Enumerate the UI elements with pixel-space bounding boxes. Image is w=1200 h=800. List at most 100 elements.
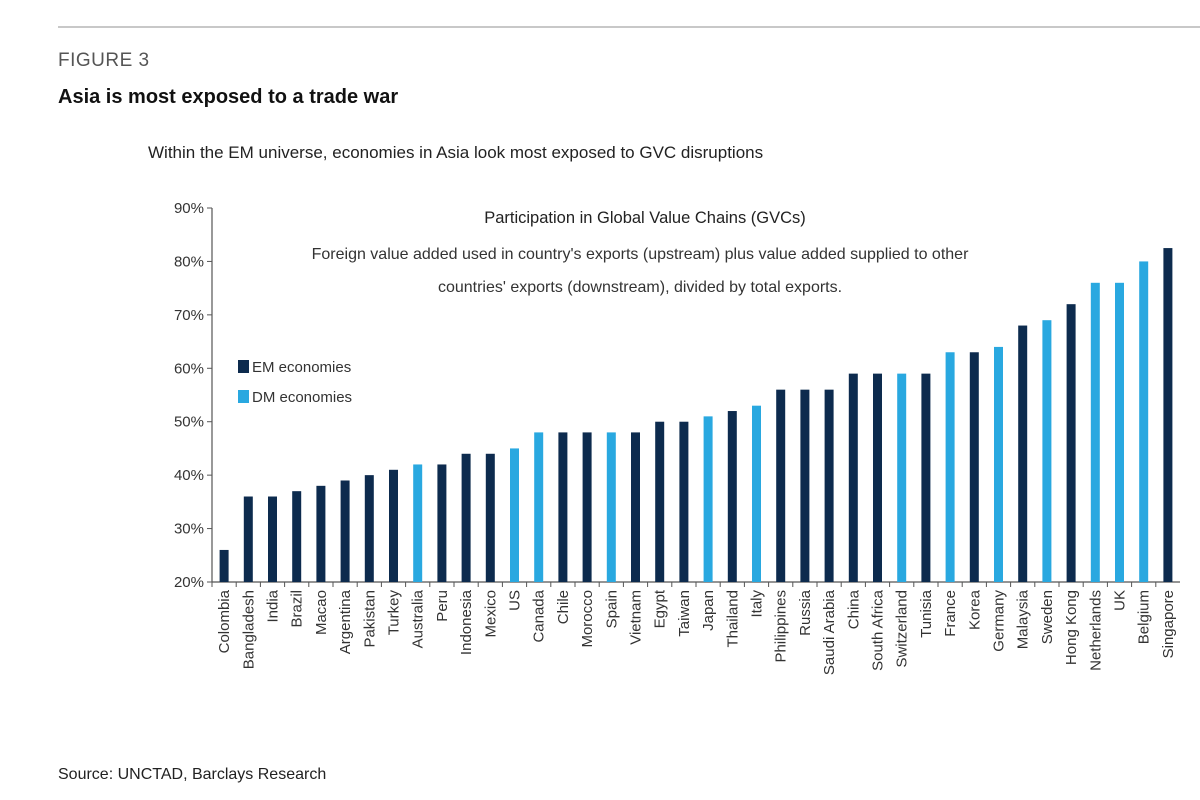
bar-thailand <box>727 411 737 582</box>
x-tick-label: China <box>845 589 862 629</box>
x-tick-label: Malaysia <box>1015 589 1032 649</box>
bar-indonesia <box>461 453 471 582</box>
x-tick-label: Australia <box>410 589 427 648</box>
bar-netherlands <box>1090 282 1100 582</box>
bar-taiwan <box>679 421 689 582</box>
legend-label-em: EM economies <box>252 359 351 376</box>
x-tick-label: Spain <box>603 590 620 628</box>
chart-subtitle-line-1: Foreign value added used in country's ex… <box>312 246 969 263</box>
bar-saudi-arabia <box>824 389 834 582</box>
x-tick-label: France <box>942 590 959 637</box>
figure-title: Asia is most exposed to a trade war <box>58 86 399 108</box>
bar-macao <box>316 485 326 582</box>
bar-russia <box>800 389 810 582</box>
x-tick-label: Singapore <box>1160 590 1177 658</box>
bar-australia <box>413 464 423 582</box>
bar-belgium <box>1139 261 1149 582</box>
bar-sweden <box>1042 320 1052 582</box>
x-tick-label: Germany <box>991 590 1008 652</box>
bar-argentina <box>340 480 350 582</box>
y-tick-label: 90% <box>174 200 204 217</box>
legend-label-dm: DM economies <box>252 389 352 406</box>
bar-spain <box>606 432 616 582</box>
y-tick-label: 20% <box>174 574 204 591</box>
x-tick-label: Saudi Arabia <box>821 589 838 675</box>
x-tick-label: Italy <box>749 590 766 618</box>
x-tick-label: Peru <box>434 590 451 622</box>
x-tick-label: Indonesia <box>458 589 475 655</box>
x-tick-label: Japan <box>700 590 717 631</box>
bar-malaysia <box>1018 325 1028 582</box>
x-tick-label: Vietnam <box>628 590 645 645</box>
bar-brazil <box>292 491 302 582</box>
x-tick-label: Russia <box>797 589 814 636</box>
bar-colombia <box>219 549 229 582</box>
legend-swatch-em <box>238 360 249 373</box>
x-tick-label: India <box>265 589 282 622</box>
x-tick-label: Korea <box>966 589 983 630</box>
x-tick-label: Thailand <box>724 590 741 648</box>
bar-philippines <box>776 389 786 582</box>
y-tick-label: 80% <box>174 253 204 270</box>
x-tick-label: Morocco <box>579 590 596 648</box>
x-tick-label: Pakistan <box>361 590 378 648</box>
top-divider <box>58 26 1200 28</box>
bar-switzerland <box>897 373 907 582</box>
legend: EM economies DM economies <box>238 359 352 406</box>
bar-peru <box>437 464 447 582</box>
x-tick-label: Chile <box>555 590 572 624</box>
bar-uk <box>1115 282 1124 582</box>
x-tick-label: Belgium <box>1136 590 1153 644</box>
x-tick-label: Argentina <box>337 589 354 654</box>
x-tick-label: Taiwan <box>676 590 693 637</box>
bar-canada <box>534 432 544 582</box>
bar-south-africa <box>873 373 882 582</box>
y-tick-label: 50% <box>174 414 204 431</box>
bar-india <box>268 496 277 582</box>
figure-subtitle: Within the EM universe, economies in Asi… <box>148 143 764 162</box>
x-tick-label: Switzerland <box>894 590 911 668</box>
bar-singapore <box>1163 248 1173 583</box>
x-tick-label: Mexico <box>482 590 499 638</box>
x-tick-label: Macao <box>313 590 330 635</box>
bar-germany <box>994 346 1003 582</box>
bar-tunisia <box>921 373 931 582</box>
bar-hong-kong <box>1066 304 1076 582</box>
x-tick-label: Sweden <box>1039 590 1056 644</box>
x-tick-label: Bangladesh <box>240 590 257 669</box>
y-tick-label: 60% <box>174 360 204 377</box>
bar-us <box>510 448 519 582</box>
x-tick-label: Tunisia <box>918 589 935 637</box>
x-tick-label: Philippines <box>773 590 790 663</box>
bar-china <box>848 373 858 582</box>
x-tick-label: South Africa <box>870 589 887 671</box>
x-tick-label: US <box>507 590 524 611</box>
bar-france <box>945 352 955 582</box>
bar-turkey <box>389 469 398 582</box>
x-tick-label: Brazil <box>289 590 306 628</box>
source-note: Source: UNCTAD, Barclays Research <box>58 766 327 783</box>
x-tick-label: UK <box>1112 590 1129 611</box>
y-tick-label: 70% <box>174 307 204 324</box>
bar-mexico <box>485 453 495 582</box>
bar-morocco <box>582 432 592 582</box>
chart-subtitle-line-2: countries' exports (downstream), divided… <box>438 279 842 296</box>
x-tick-label: Colombia <box>216 589 233 653</box>
x-tick-label: Netherlands <box>1087 590 1104 671</box>
bar-vietnam <box>631 432 640 582</box>
bar-pakistan <box>364 475 374 582</box>
figure-label: FIGURE 3 <box>58 50 150 71</box>
x-tick-label: Turkey <box>386 590 403 636</box>
bar-chile <box>558 432 568 582</box>
bar-japan <box>703 416 713 582</box>
bar-italy <box>752 405 761 582</box>
y-tick-label: 30% <box>174 521 204 538</box>
chart-title: Participation in Global Value Chains (GV… <box>484 209 806 227</box>
legend-swatch-dm <box>238 390 249 403</box>
x-tick-label: Egypt <box>652 589 669 628</box>
bar-korea <box>969 352 979 582</box>
bar-egypt <box>655 421 665 582</box>
x-tick-label: Canada <box>531 589 548 642</box>
y-tick-label: 40% <box>174 467 204 484</box>
